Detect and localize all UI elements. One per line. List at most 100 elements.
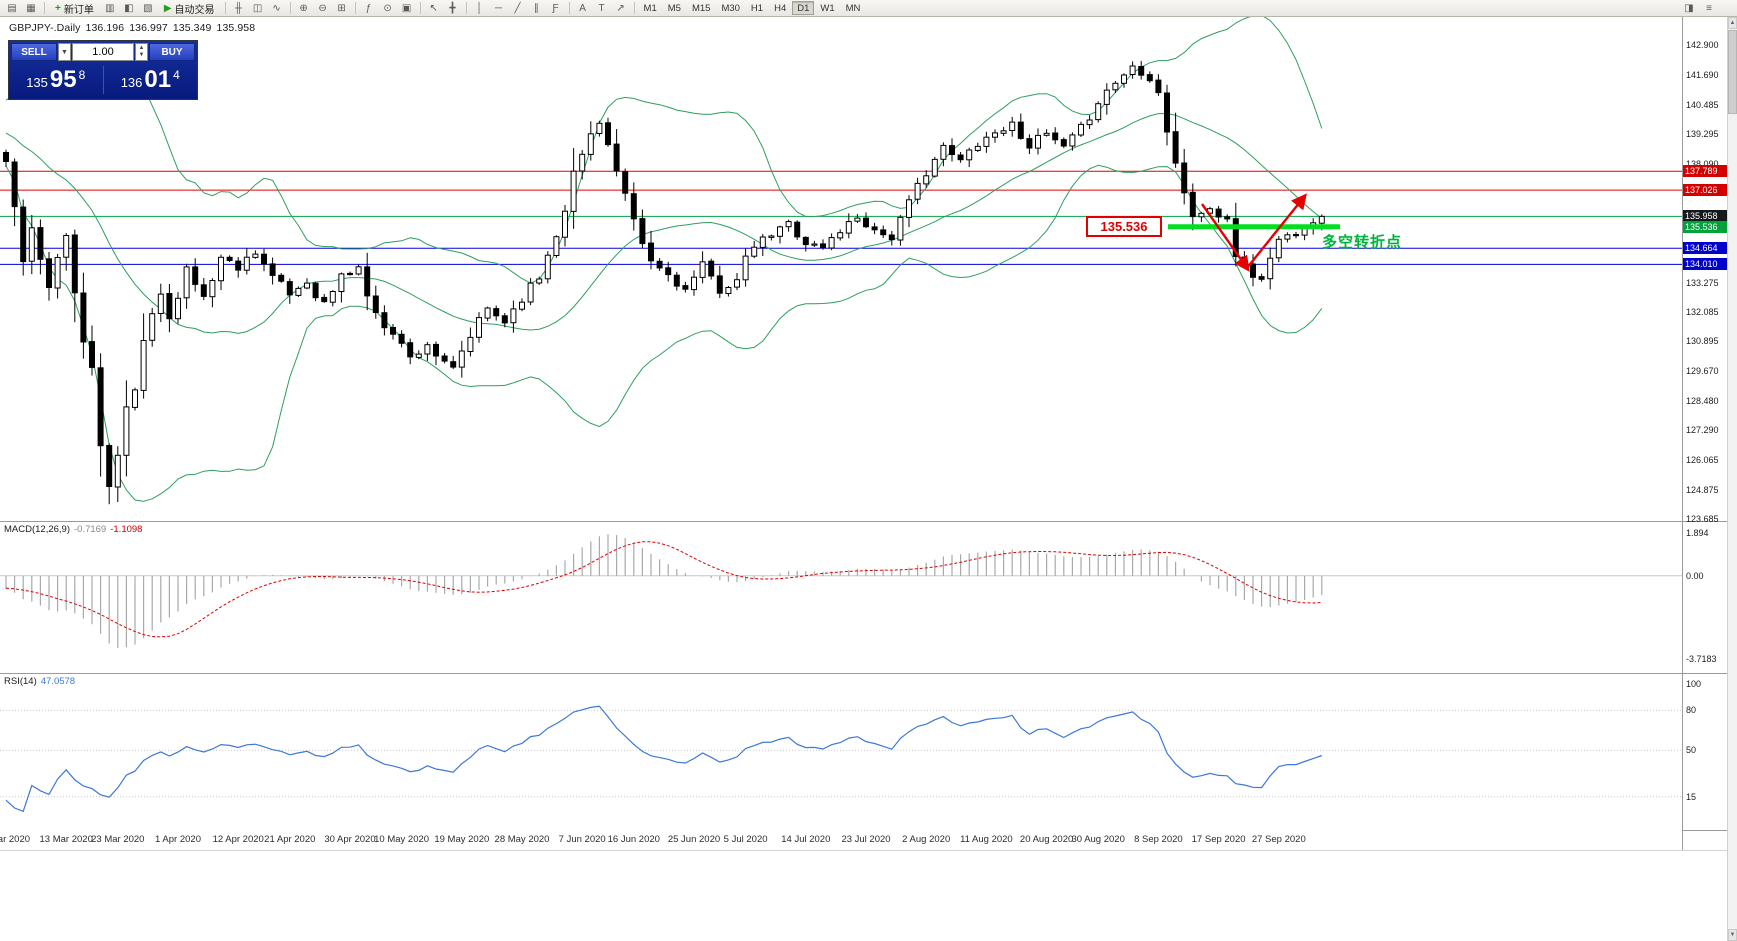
date-axis-label: 11 Aug 2020	[960, 834, 1013, 845]
axis-separator	[1683, 673, 1728, 674]
date-axis-label: 4 Mar 2020	[0, 834, 31, 845]
rsi-indicator-label: RSI(14) 47.0578	[4, 676, 76, 687]
main-toolbar: ▤ ▦ + 新订单 ▥ ◧ ▧ ▶ 自动交易 ╫ ◫ ∿ ⊕ ⊖ ⊞ ƒ ⊙ ▣ ↖ ╋ │ ─ ╱ ∥ Ƒ A T ↗ M1 M5 M15…	[0, 0, 1737, 17]
axis-separator	[1683, 830, 1728, 831]
channel-icon[interactable]: ∥	[534, 2, 540, 14]
price-axis-tick: 141.690	[1686, 70, 1719, 81]
periods-icon[interactable]: ⊙	[383, 2, 392, 14]
new-chart-icon[interactable]: ▤	[7, 2, 17, 14]
timeframe-H4[interactable]: H4	[774, 2, 787, 14]
price-level-label: 134.664	[1683, 242, 1728, 255]
timeframe-M30[interactable]: M30	[721, 2, 740, 14]
volume-spinner[interactable]: ▲ ▼	[135, 43, 148, 61]
new-order-button[interactable]: + 新订单	[55, 2, 94, 16]
price-axis-tick: 123.685	[1686, 513, 1719, 524]
toolbar-separator	[419, 2, 421, 14]
date-axis-label: 16 Jun 2020	[607, 834, 660, 845]
rsi-axis-tick: 15	[1686, 791, 1697, 802]
date-axis-label: 5 Jul 2020	[723, 834, 768, 845]
expand-window-icon[interactable]: ◨	[1684, 2, 1694, 14]
date-axis-label: 25 Jun 2020	[667, 834, 721, 845]
zoom-in-icon[interactable]: ⊕	[299, 2, 308, 14]
bar-chart-icon[interactable]: ╫	[235, 2, 243, 14]
buy-button[interactable]: BUY	[149, 43, 195, 61]
vertical-scrollbar[interactable]: ▲ ▼	[1727, 17, 1737, 941]
date-axis-label: 12 Apr 2020	[212, 834, 264, 845]
cursor-icon[interactable]: ↖	[429, 2, 438, 14]
chart-ohlc-header: GBPJPY-.Daily 136.196 136.997 135.349 135.95…	[9, 22, 260, 34]
vertical-line-icon[interactable]: │	[476, 2, 483, 14]
toolbar-separator	[289, 2, 291, 14]
date-axis-label: 19 May 2020	[434, 834, 490, 845]
date-axis-label: 14 Jul 2020	[781, 834, 831, 845]
price-axis-tick: 142.900	[1686, 40, 1719, 51]
timeframe-MN[interactable]: MN	[845, 2, 861, 14]
price-axis-tick: 132.085	[1686, 306, 1719, 317]
price-axis-tick: 124.875	[1686, 484, 1719, 495]
scroll-down-button[interactable]: ▼	[1728, 929, 1737, 941]
date-axis-label: 23 Mar 2020	[91, 834, 145, 845]
date-axis-label: 2 Aug 2020	[902, 834, 951, 845]
market-watch-icon[interactable]: ▥	[105, 2, 115, 14]
macd-axis-tick: -3.7183	[1686, 653, 1717, 664]
price-axis-tick: 126.065	[1686, 455, 1719, 466]
rsi-axis-tick: 50	[1686, 745, 1697, 756]
indicators-icon[interactable]: ƒ	[365, 2, 372, 14]
timeframe-W1[interactable]: W1	[820, 2, 835, 14]
candlestick-chart-icon[interactable]: ◫	[252, 2, 263, 14]
text-label-icon[interactable]: T	[598, 2, 605, 14]
timeframe-M15[interactable]: M15	[691, 2, 711, 14]
templates-icon[interactable]: ▣	[401, 2, 412, 14]
fibonacci-icon[interactable]: Ƒ	[552, 2, 559, 14]
close-value: 135.958	[216, 22, 256, 34]
trendline-icon[interactable]: ╱	[514, 2, 521, 14]
spinner-up-icon[interactable]: ▲	[138, 45, 145, 52]
rsi-axis-tick: 80	[1686, 705, 1697, 716]
date-axis-label: 13 Mar 2020	[39, 834, 93, 845]
spinner-down-icon[interactable]: ▼	[138, 52, 145, 58]
profiles-icon[interactable]: ▦	[26, 2, 36, 14]
high-value: 136.997	[129, 22, 168, 34]
price-axis[interactable]: 142.900 141.690 140.485 139.295 138.090 133.2…	[1682, 17, 1728, 850]
toolbar-separator	[633, 2, 635, 14]
sell-button[interactable]: SELL	[11, 43, 57, 61]
date-axis-label: 21 Apr 2020	[264, 834, 316, 845]
volume-input[interactable]	[72, 43, 134, 61]
macd-axis-tick: 1.894	[1686, 528, 1709, 539]
scrollbar-thumb[interactable]	[1728, 30, 1737, 114]
scroll-up-button[interactable]: ▲	[1728, 17, 1737, 29]
sell-price[interactable]: 135 95 8	[26, 66, 86, 93]
horizontal-line-icon[interactable]: ─	[495, 2, 503, 14]
timeframe-H1[interactable]: H1	[750, 2, 764, 14]
zoom-out-icon[interactable]: ⊖	[318, 2, 327, 14]
toolbar-right-group: ◨ ≡	[1680, 1, 1718, 16]
price-axis-tick: 139.295	[1686, 129, 1719, 140]
price-level-label: 137.026	[1683, 184, 1728, 197]
price-axis-tick: 133.275	[1686, 277, 1719, 288]
price-level-label: 135.958	[1683, 210, 1728, 223]
volume-dropdown-icon[interactable]: ▼	[58, 43, 71, 61]
text-icon[interactable]: A	[579, 2, 586, 14]
buy-price[interactable]: 136 01 4	[120, 66, 180, 93]
arrows-tool-icon[interactable]: ↗	[616, 2, 625, 14]
date-axis-label: 28 May 2020	[494, 834, 550, 845]
chart-canvas[interactable]	[0, 0, 1682, 941]
tile-windows-icon[interactable]: ⊞	[337, 2, 346, 14]
macd-indicator-label: MACD(12,26,9) -0.7169 -1.1098	[4, 524, 143, 535]
line-chart-icon[interactable]: ∿	[272, 2, 281, 14]
timeframe-M5[interactable]: M5	[667, 2, 681, 14]
price-divider	[102, 66, 104, 94]
data-window-icon[interactable]: ◧	[124, 2, 134, 14]
price-axis-tick: 138.090	[1686, 158, 1719, 169]
navigator-icon[interactable]: ▧	[143, 2, 153, 14]
date-axis-label: 20 Aug 2020	[1019, 834, 1074, 845]
timeframe-D1[interactable]: D1	[792, 1, 815, 15]
autotrading-button[interactable]: ▶ 自动交易	[163, 2, 215, 16]
timeframe-M1[interactable]: M1	[643, 2, 657, 14]
menu-icon[interactable]: ≡	[1706, 2, 1712, 14]
crosshair-icon[interactable]: ╋	[449, 2, 456, 14]
date-axis-label: 7 Jun 2020	[558, 834, 606, 845]
